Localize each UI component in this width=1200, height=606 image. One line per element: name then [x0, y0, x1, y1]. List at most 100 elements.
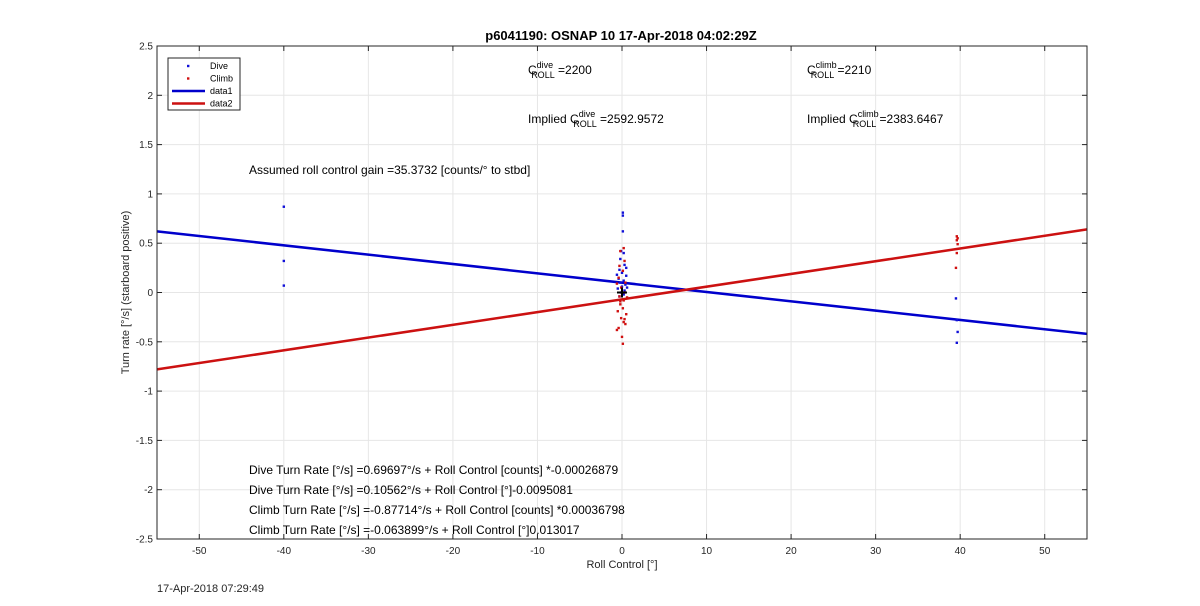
x-tick-label: -40: [277, 546, 292, 557]
legend-items: Dive Climb data1 data2: [172, 61, 233, 109]
climb-point: [621, 307, 625, 310]
climb-point: [623, 317, 626, 321]
x-tick-label: -30: [361, 546, 376, 557]
legend-swatch-Dive: [187, 64, 190, 68]
y-tick-label: 2.5: [139, 42, 153, 53]
c-climb-annotation: Cclimb ROLL =2210: [807, 60, 872, 80]
dive-point: [621, 230, 625, 233]
climb-point: [621, 269, 625, 273]
implied-climb-annotation: Implied Cclimb ROLL =2383.6467: [807, 109, 944, 129]
climb-point: [955, 251, 958, 255]
climb-point: [955, 239, 958, 242]
climb-point: [619, 249, 622, 253]
y-tick-label: -2: [144, 485, 153, 496]
y-tick-label: -2.5: [136, 535, 154, 546]
climb-point: [622, 299, 625, 302]
climb-point: [622, 246, 625, 250]
climb-point: [955, 235, 958, 238]
dive-point: [622, 293, 625, 296]
dive-point: [282, 205, 286, 208]
dive-point: [956, 330, 959, 334]
dive-point: [619, 257, 622, 261]
climb-point: [621, 342, 625, 345]
dive-point: [622, 279, 625, 282]
dive-point: [618, 268, 621, 272]
climb-point: [624, 322, 627, 326]
legend-label-Dive: Dive: [210, 61, 228, 71]
dive-point: [282, 284, 286, 287]
implied-dive-annotation: Implied Cdive ROLL =2592.9572: [528, 109, 664, 129]
climb-point: [956, 237, 959, 240]
x-tick-label: 50: [1039, 546, 1051, 557]
print-timestamp: 17-Apr-2018 07:29:49: [157, 583, 265, 595]
x-tick-label: 10: [701, 546, 713, 557]
dive-point: [622, 251, 625, 255]
equation-climb-counts: Climb Turn Rate [°/s] =-0.87714°/s + Rol…: [249, 503, 625, 517]
equation-climb-degrees: Climb Turn Rate [°/s] =-0.063899°/s + Ro…: [249, 523, 580, 537]
legend-label-data1: data1: [210, 86, 233, 96]
climb-point: [625, 296, 629, 299]
climb-point: [616, 310, 619, 313]
dive-point: [623, 263, 626, 267]
climb-point: [618, 264, 621, 268]
fit-line-data2: [156, 228, 1088, 371]
dive-point: [625, 286, 629, 289]
climb-point: [622, 320, 625, 324]
gain-annotation: Assumed roll control gain =35.3732 [coun…: [249, 163, 530, 177]
dive-point: [619, 281, 622, 284]
dive-point: [624, 283, 627, 286]
fit-line-data1: [156, 230, 1088, 336]
x-tick-label: -50: [192, 546, 207, 557]
legend-box: [167, 57, 241, 111]
y-tick-label: 2: [147, 91, 153, 102]
x-tick-label: -10: [530, 546, 545, 557]
climb-point: [618, 295, 621, 298]
legend: Dive Climb data1 data2: [167, 57, 241, 111]
dive-point: [623, 289, 626, 292]
dive-point: [616, 287, 619, 290]
climb-point: [620, 335, 624, 339]
series-layer: [156, 205, 1088, 371]
climb-point: [624, 281, 627, 284]
y-axis-label: Turn rate [°/s] (starboard positive): [120, 211, 132, 375]
climb-point: [619, 300, 622, 303]
legend-label-data2: data2: [210, 99, 233, 109]
annotations: Cdive ROLL =2200 Cclimb ROLL =2210 Implied…: [249, 60, 944, 537]
dive-point: [282, 259, 286, 263]
climb-point: [619, 316, 623, 320]
equation-dive-degrees: Dive Turn Rate [°/s] =0.10562°/s + Roll …: [249, 483, 573, 497]
y-tick-label: 1.5: [139, 140, 153, 151]
dive-point: [955, 318, 958, 322]
equation-dive-counts: Dive Turn Rate [°/s] =0.69697°/s + Roll …: [249, 463, 618, 477]
climb-point: [615, 328, 619, 332]
y-tick-label: 1: [147, 189, 153, 200]
climb-point: [623, 259, 626, 263]
dive-point: [955, 341, 958, 344]
climb-point: [617, 326, 620, 330]
x-tick-label: -20: [446, 546, 461, 557]
x-tick-label: 30: [870, 546, 882, 557]
dive-point: [615, 273, 619, 276]
climb-point: [956, 242, 959, 246]
dive-point: [954, 297, 958, 300]
y-tick-label: 0: [147, 288, 153, 299]
ticks: -50 -40 -30 -20 -10 0 10 20 30 40 50-2.5-2-1.5-1-0…: [136, 42, 1087, 557]
dive-point: [621, 211, 625, 214]
dive-point: [620, 271, 624, 274]
legend-swatch-Climb: [187, 77, 190, 80]
x-tick-label: 20: [786, 546, 798, 557]
y-tick-label: -1.5: [136, 436, 154, 447]
plot-area: -50 -40 -30 -20 -10 0 10 20 30 40 50-2.5-2-1.5-1-0…: [136, 42, 1088, 557]
chart-title: p6041190: OSNAP 10 17-Apr-2018 04:02:29Z: [485, 28, 757, 43]
y-tick-label: 0.5: [139, 239, 153, 250]
climb-point: [619, 303, 622, 306]
climb-point: [615, 282, 619, 285]
y-tick-label: -1: [144, 387, 153, 398]
climb-point: [625, 312, 628, 316]
dive-point: [625, 274, 628, 277]
x-tick-label: 0: [619, 546, 625, 557]
y-tick-label: -0.5: [136, 337, 154, 348]
climb-point: [954, 266, 958, 270]
legend-label-Climb: Climb: [210, 74, 233, 84]
